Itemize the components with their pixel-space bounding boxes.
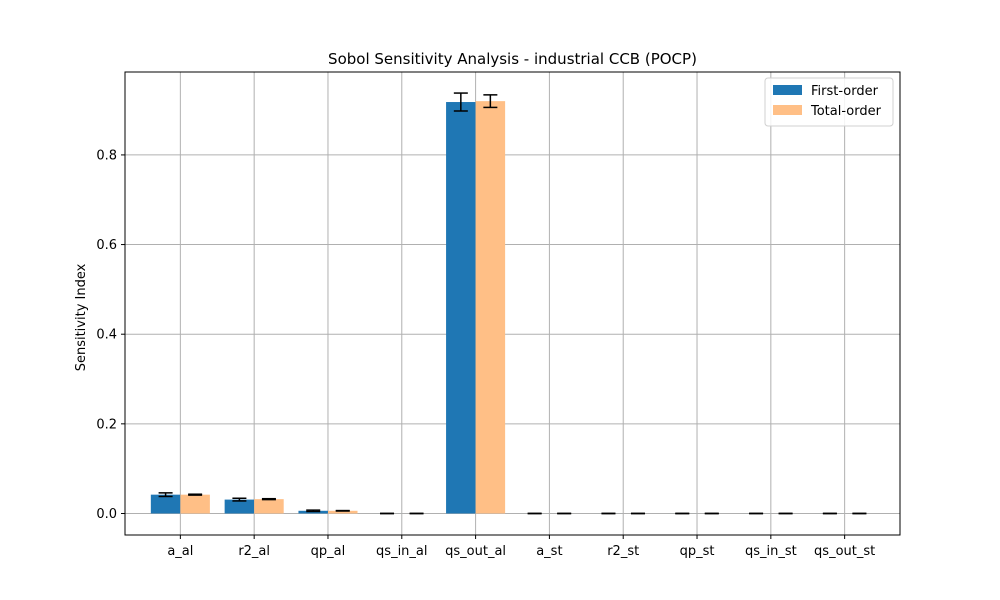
bar: [327, 510, 358, 514]
x-tick-label: r2_al: [238, 544, 270, 559]
axis-ticks: a_al r2_al qp_al qs_in_al qs_out_al a_st r2_st…: [96, 148, 875, 559]
x-tick-label: qs_out_st: [814, 544, 875, 559]
plot-frame: [124, 71, 901, 536]
y-tick-label: 0.6: [96, 238, 117, 253]
y-tick-label: 0.0: [96, 507, 117, 522]
y-tick-label: 0.8: [96, 148, 117, 163]
x-tick-label: qp_al: [311, 544, 346, 559]
x-tick-label: a_st: [536, 544, 562, 559]
x-tick-label: r2_st: [607, 544, 639, 559]
x-tick-label: qs_in_al: [376, 544, 427, 559]
bar: [224, 499, 255, 514]
y-axis-label: Sensitivity Index: [74, 263, 89, 371]
legend-label: First-order: [811, 84, 879, 99]
y-tick-label: 0.4: [96, 328, 117, 343]
bar: [180, 494, 210, 514]
bar: [254, 499, 284, 514]
bars: [150, 101, 875, 514]
legend-label: Total-order: [810, 104, 882, 119]
bar: [150, 494, 181, 514]
bar: [475, 101, 506, 514]
legend-swatch: [773, 105, 802, 115]
x-tick-label: qp_st: [680, 544, 715, 559]
legend: First-order Total-order: [764, 77, 894, 127]
legend-swatch: [773, 85, 802, 95]
x-tick-label: a_al: [167, 544, 193, 559]
bar: [446, 102, 476, 514]
x-tick-label: qs_out_al: [445, 544, 506, 559]
x-tick-label: qs_in_st: [745, 544, 797, 559]
y-tick-label: 0.2: [96, 417, 117, 432]
error-bars: [158, 92, 867, 515]
chart-title: Sobol Sensitivity Analysis - industrial …: [328, 50, 697, 68]
